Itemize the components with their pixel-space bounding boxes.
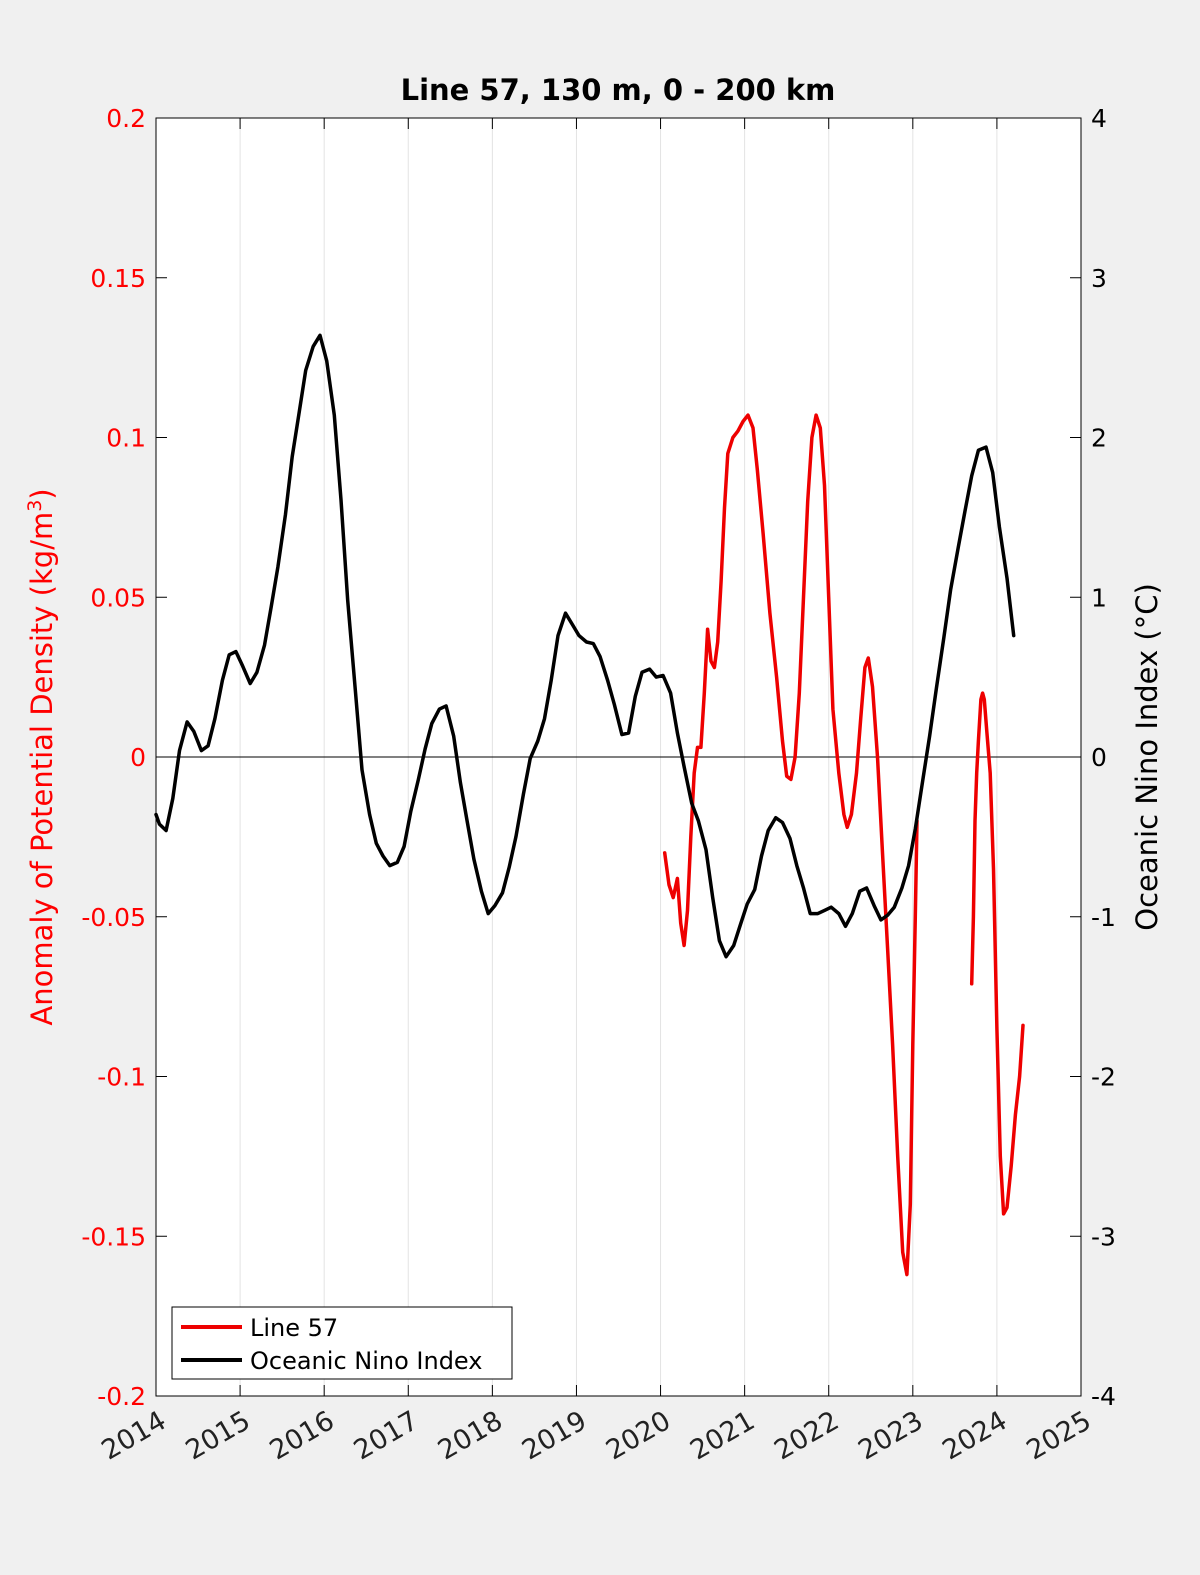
legend-label-oni: Oceanic Nino Index [250, 1347, 482, 1375]
series-line-line57-segment-1 [969, 691, 1025, 1216]
y-right-tick-label: -2 [1091, 1063, 1116, 1092]
y-left-axis-label: Anomaly of Potential Density (kg/m3) [24, 488, 59, 1025]
series-line-line57-segment-0 [662, 413, 919, 1277]
y-right-tick-label: -1 [1091, 903, 1116, 932]
y-right-tick-label: -4 [1091, 1382, 1116, 1411]
series-line-oni-segment-0 [154, 333, 1016, 959]
chart-title: Line 57, 130 m, 0 - 200 km [401, 73, 836, 107]
y-right-tick-label: -3 [1091, 1222, 1116, 1251]
y-right-tick-labels: 4 3 2 1 0 -1 -2 -3 -4 [1091, 104, 1116, 1411]
legend-box [171, 1306, 513, 1380]
y-left-axis-label-main: Anomaly of Potential Density (kg/m [25, 512, 59, 1026]
legend: Line 57 Oceanic Nino Index [171, 1306, 513, 1380]
y-left-tick-labels: 0.2 0.15 0.1 0.05 0 -0.05 -0.1 -0.15 -0.2 [81, 104, 146, 1411]
legend-label-line57: Line 57 [250, 1314, 338, 1342]
y-left-tick-label: -0.15 [81, 1222, 146, 1251]
y-left-tick-label: -0.05 [81, 903, 146, 932]
y-left-tick-label: 0 [130, 743, 146, 772]
y-left-axis-label-close: ) [25, 488, 59, 499]
y-right-tick-label: 2 [1091, 424, 1107, 453]
y-left-axis-label-superscript: 3 [24, 500, 46, 512]
y-right-tick-label: 3 [1091, 264, 1107, 293]
y-left-tick-label: -0.2 [97, 1382, 146, 1411]
series-layer [154, 333, 1025, 1277]
y-left-tick-label: 0.2 [106, 104, 146, 133]
y-left-tick-label: -0.1 [97, 1063, 146, 1092]
y-left-tick-label: 0.1 [106, 424, 146, 453]
y-right-axis-label: Oceanic Nino Index (°C) [1130, 583, 1164, 931]
y-right-tick-label: 0 [1091, 743, 1107, 772]
y-left-tick-label: 0.15 [90, 264, 146, 293]
y-right-tick-label: 4 [1091, 104, 1107, 133]
y-left-tick-label: 0.05 [90, 583, 146, 612]
y-right-tick-label: 1 [1091, 583, 1107, 612]
axis-ticks [155, 117, 1082, 1397]
